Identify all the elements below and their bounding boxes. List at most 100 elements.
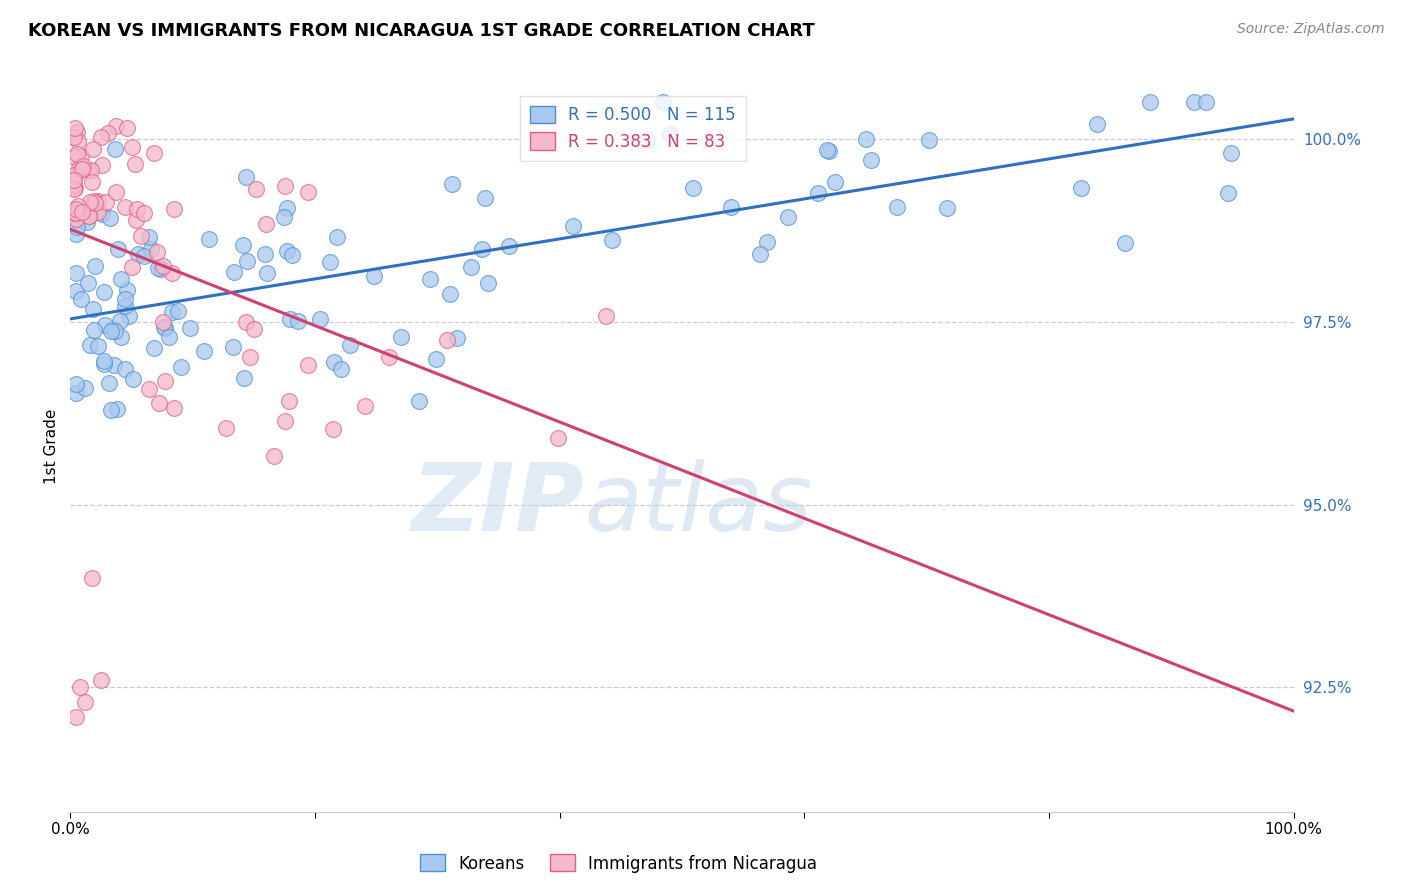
Point [67, 204, 90, 219]
Point [105, 401, 128, 416]
Point [224, 265, 246, 279]
Point [918, 132, 941, 146]
Point [63, 130, 86, 145]
Point [1216, 186, 1239, 201]
Point [103, 142, 125, 156]
Point [98, 211, 121, 226]
Point [73, 695, 96, 709]
Point [97, 126, 120, 140]
Point [65, 206, 87, 220]
Point [245, 182, 267, 196]
Point [1070, 181, 1092, 195]
Point [100, 402, 122, 417]
Point [1219, 145, 1241, 160]
Point [93, 353, 115, 368]
Point [93, 285, 115, 299]
Point [105, 185, 128, 199]
Point [125, 212, 148, 227]
Point [1139, 95, 1161, 110]
Point [65, 227, 87, 241]
Point [193, 344, 215, 359]
Point [63, 150, 86, 164]
Point [153, 374, 176, 388]
Point [886, 200, 908, 214]
Point [277, 394, 299, 409]
Point [152, 260, 174, 274]
Point [91, 158, 114, 172]
Point [63, 173, 86, 187]
Point [63, 205, 86, 219]
Point [308, 311, 330, 326]
Point [446, 331, 468, 345]
Point [143, 146, 166, 161]
Point [243, 322, 266, 336]
Point [595, 309, 617, 323]
Point [330, 362, 353, 376]
Point [778, 211, 800, 225]
Point [77, 210, 100, 224]
Point [460, 260, 482, 275]
Point [76, 163, 98, 178]
Point [280, 311, 302, 326]
Point [138, 382, 160, 396]
Point [66, 146, 89, 161]
Point [103, 359, 125, 373]
Point [132, 205, 155, 219]
Point [162, 401, 184, 415]
Point [651, 95, 673, 110]
Point [281, 248, 304, 262]
Point [263, 450, 285, 464]
Point [65, 284, 87, 298]
Point [276, 244, 298, 258]
Point [82, 175, 104, 189]
Point [66, 220, 89, 235]
Point [477, 276, 499, 290]
Point [63, 182, 86, 196]
Point [114, 292, 136, 306]
Point [72, 161, 94, 176]
Point [63, 178, 86, 192]
Point [70, 205, 93, 219]
Text: KOREAN VS IMMIGRANTS FROM NICARAGUA 1ST GRADE CORRELATION CHART: KOREAN VS IMMIGRANTS FROM NICARAGUA 1ST … [28, 22, 815, 40]
Point [318, 255, 340, 269]
Point [79, 195, 101, 210]
Point [121, 372, 143, 386]
Point [83, 194, 105, 209]
Point [77, 277, 100, 291]
Point [124, 157, 146, 171]
Point [419, 272, 441, 286]
Point [235, 254, 257, 268]
Point [256, 266, 278, 280]
Point [63, 169, 86, 184]
Point [807, 186, 830, 201]
Point [63, 204, 86, 219]
Point [146, 261, 169, 276]
Point [215, 420, 238, 434]
Point [756, 235, 779, 249]
Point [855, 132, 877, 146]
Legend: R = 0.500   N = 115, R = 0.383   N = 83: R = 0.500 N = 115, R = 0.383 N = 83 [520, 96, 747, 161]
Point [114, 361, 136, 376]
Point [67, 161, 90, 176]
Point [114, 299, 136, 313]
Point [82, 571, 104, 585]
Point [273, 210, 295, 224]
Point [90, 130, 112, 145]
Point [860, 153, 883, 167]
Point [287, 314, 309, 328]
Point [235, 170, 257, 185]
Point [121, 140, 143, 154]
Point [1194, 95, 1216, 110]
Point [118, 310, 141, 324]
Point [148, 395, 170, 409]
Point [110, 330, 132, 344]
Point [659, 128, 682, 142]
Point [65, 180, 87, 194]
Point [121, 260, 143, 275]
Text: atlas: atlas [583, 459, 813, 550]
Point [72, 159, 94, 173]
Point [273, 415, 295, 429]
Point [65, 120, 87, 135]
Point [98, 376, 121, 390]
Point [141, 242, 163, 256]
